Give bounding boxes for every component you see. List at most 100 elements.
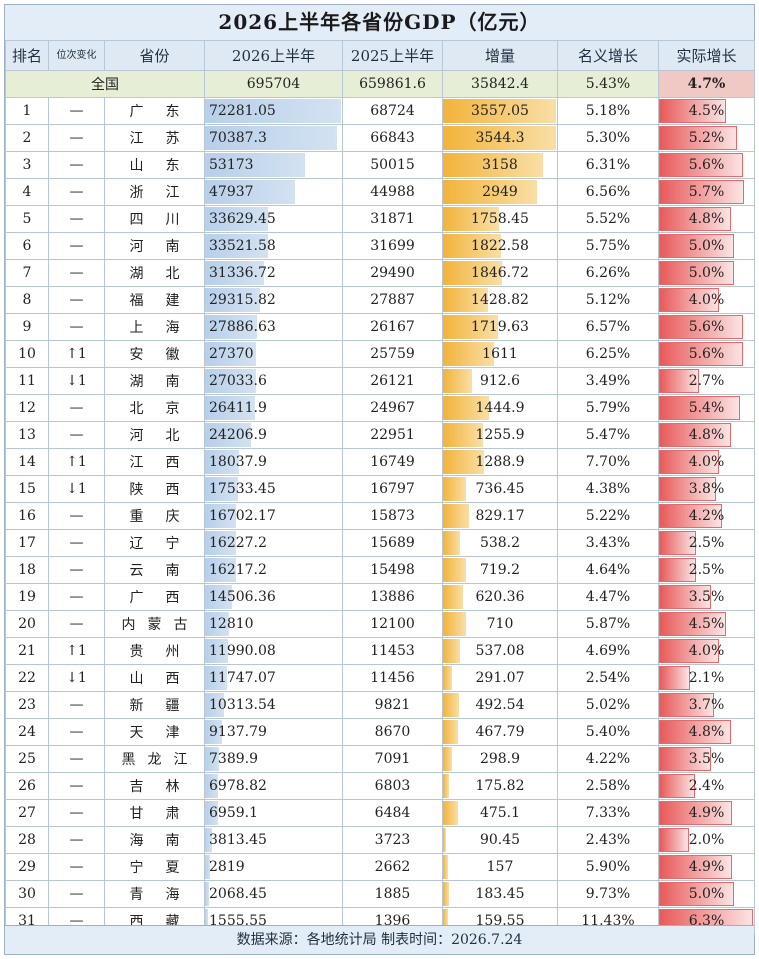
table-row: 7— 湖北 31336.72 29490 1846.72 6.26% 5.0%	[5, 259, 755, 287]
increase-cell-value: 829.17	[475, 508, 525, 524]
gdp2026-cell-value: 6959.1	[209, 805, 258, 821]
gdp2026-cell: 16227.2	[204, 529, 343, 557]
increase-cell: 90.45	[442, 826, 558, 854]
gdp2025-cell: 6484	[342, 799, 443, 827]
real-growth-cell: 5.4%	[658, 394, 755, 422]
real-growth-cell: 5.7%	[658, 178, 755, 206]
table-row: 19— 广西 14506.36 13886 620.36 4.47% 3.5%	[5, 583, 755, 611]
increase-bar	[443, 828, 446, 852]
rank-change-cell: —	[48, 556, 105, 584]
increase-cell-value: 3158	[482, 157, 518, 173]
table-row: 26— 吉林 6978.82 6803 175.82 2.58% 2.4%	[5, 772, 755, 800]
table-row: 11 ↓1 湖南 27033.6 26121 912.6 3.49% 2.7%	[5, 367, 755, 395]
rank-cell: 13	[5, 421, 49, 449]
increase-bar	[443, 369, 472, 393]
gdp2025-cell: 26167	[342, 313, 443, 341]
real-growth-bar	[659, 315, 743, 339]
gdp2025-cell: 3723	[342, 826, 443, 854]
gdp2026-bar	[205, 909, 208, 933]
real-growth-cell-value: 5.6%	[688, 319, 725, 335]
rank-cell: 3	[5, 151, 49, 179]
gdp2026-cell: 14506.36	[204, 583, 343, 611]
gdp2026-cell: 16702.17	[204, 502, 343, 530]
table-row: 10 ↑1 安徽 27370 25759 1611 6.25% 5.6%	[5, 340, 755, 368]
rank-cell: 28	[5, 826, 49, 854]
table-row: 1— 广东 72281.05 68724 3557.05 5.18% 4.5%	[5, 97, 755, 125]
province-cell: 内蒙古	[104, 610, 205, 638]
real-growth-cell: 3.5%	[658, 583, 755, 611]
nominal-growth-cell: 2.58%	[557, 772, 659, 800]
rank-change-cell: —	[48, 232, 105, 260]
increase-cell: 1846.72	[442, 259, 558, 287]
real-growth-cell: 4.0%	[658, 286, 755, 314]
real-growth-cell-value: 5.4%	[688, 400, 725, 416]
increase-cell: 538.2	[442, 529, 558, 557]
real-growth-cell-value: 4.8%	[688, 724, 725, 740]
real-growth-bar	[659, 369, 699, 393]
gdp2026-bar	[205, 531, 236, 555]
real-growth-bar	[659, 720, 731, 744]
gdp2026-cell-value: 24206.9	[209, 427, 267, 443]
header-gdp2025: 2025上半年	[342, 40, 443, 71]
increase-bar	[443, 639, 460, 663]
header-rank: 排名	[5, 40, 49, 71]
gdp2025-cell: 11456	[342, 664, 443, 692]
province-cell: 江西	[104, 448, 205, 476]
real-growth-cell-value: 2.0%	[688, 832, 725, 848]
gdp2026-cell-value: 47937	[209, 184, 254, 200]
nominal-growth-cell: 6.26%	[557, 259, 659, 287]
gdp2026-cell: 18037.9	[204, 448, 343, 476]
rank-cell: 27	[5, 799, 49, 827]
gdp2026-bar	[205, 288, 260, 312]
real-growth-bar	[659, 639, 719, 663]
gdp2026-cell-value: 16217.2	[209, 562, 267, 578]
rank-cell: 26	[5, 772, 49, 800]
real-growth-cell-value: 4.5%	[688, 103, 725, 119]
gdp2026-bar	[205, 504, 236, 528]
increase-cell: 1444.9	[442, 394, 558, 422]
rank-cell: 21	[5, 637, 49, 665]
total-nominal: 5.43%	[557, 70, 659, 98]
gdp2026-cell-value: 11747.07	[209, 670, 276, 686]
gdp2026-cell: 9137.79	[204, 718, 343, 746]
increase-bar	[443, 450, 484, 474]
real-growth-bar	[659, 99, 726, 123]
rank-cell: 6	[5, 232, 49, 260]
rank-change-cell: —	[48, 583, 105, 611]
rank-cell: 30	[5, 880, 49, 908]
gdp2026-bar	[205, 207, 268, 231]
province-cell: 河南	[104, 232, 205, 260]
real-growth-cell-value: 3.5%	[688, 751, 725, 767]
gdp2026-bar	[205, 99, 341, 123]
gdp2026-cell: 47937	[204, 178, 343, 206]
increase-cell-value: 298.9	[479, 751, 521, 767]
nominal-growth-cell: 7.33%	[557, 799, 659, 827]
nominal-growth-cell: 5.52%	[557, 205, 659, 233]
gdp2026-cell-value: 9137.79	[209, 724, 267, 740]
gdp2025-cell: 44988	[342, 178, 443, 206]
real-growth-cell-value: 5.6%	[688, 157, 725, 173]
total-gdp2026: 695704	[204, 70, 343, 98]
increase-bar	[443, 666, 452, 690]
increase-cell-value: 2949	[482, 184, 518, 200]
gdp2026-cell-value: 6978.82	[209, 778, 267, 794]
province-cell: 广东	[104, 97, 205, 125]
increase-cell: 183.45	[442, 880, 558, 908]
increase-cell: 736.45	[442, 475, 558, 503]
rank-cell: 7	[5, 259, 49, 287]
rank-cell: 29	[5, 853, 49, 881]
increase-cell: 537.08	[442, 637, 558, 665]
increase-cell: 3158	[442, 151, 558, 179]
gdp2026-cell: 72281.05	[204, 97, 343, 125]
gdp2026-cell: 6959.1	[204, 799, 343, 827]
gdp2026-cell: 27370	[204, 340, 343, 368]
gdp2026-bar	[205, 639, 228, 663]
real-growth-cell-value: 3.8%	[688, 481, 725, 497]
table-row: 30— 青海 2068.45 1885 183.45 9.73% 5.0%	[5, 880, 755, 908]
real-growth-cell: 4.9%	[658, 853, 755, 881]
rank-change-cell: —	[48, 421, 105, 449]
gdp-table: 排名 位次变化 省份 2026上半年 2025上半年 增量 名义增长 实际增长 …	[5, 40, 755, 935]
nominal-growth-cell: 6.57%	[557, 313, 659, 341]
rank-change-cell: —	[48, 691, 105, 719]
gdp2025-cell: 22951	[342, 421, 443, 449]
